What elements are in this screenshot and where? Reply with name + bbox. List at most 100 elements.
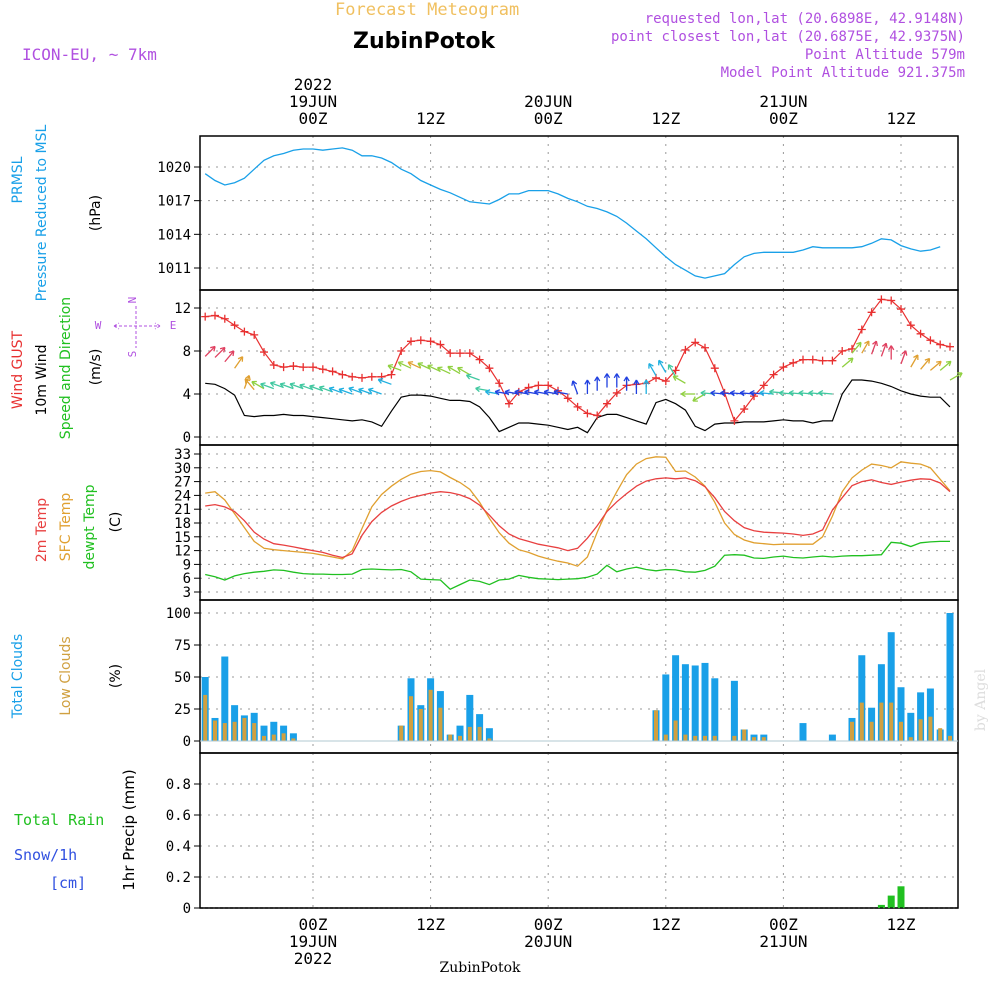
gust-marker — [897, 305, 905, 314]
top-time-label: 12Z — [416, 109, 445, 128]
y-tick-label: 1011 — [157, 261, 191, 277]
gust-marker — [397, 347, 406, 355]
wind-arrow — [280, 383, 294, 390]
wind-arrow — [407, 361, 422, 369]
wind-arrowhead — [936, 360, 942, 367]
label-ms: (m/s) — [88, 349, 104, 386]
wind-arrowhead — [514, 389, 520, 396]
gust-marker — [759, 381, 768, 390]
wind-arrowhead — [957, 372, 963, 378]
wind-arrowhead — [818, 390, 824, 397]
wind-arrowhead — [692, 396, 698, 402]
gust-marker — [936, 340, 945, 349]
gust-marker — [495, 379, 504, 388]
wind-arrowhead — [888, 345, 895, 351]
total-cloud-bar — [926, 688, 934, 741]
y-tick-label: 1014 — [157, 227, 191, 243]
low-cloud-bar — [752, 737, 756, 741]
gust-marker — [573, 402, 582, 411]
wind-arrowhead — [847, 357, 854, 364]
footer-location: ZubinPotok — [439, 960, 521, 976]
dewpt-line — [205, 540, 950, 590]
label-speed-direction: Speed and Direction — [58, 297, 74, 439]
gust-marker — [808, 355, 817, 364]
low-cloud-bar — [458, 735, 462, 741]
gust-marker — [279, 363, 288, 372]
label-2m-temp: 2m Temp — [34, 498, 50, 562]
bottom-time-label: 20JUN — [524, 932, 572, 951]
wind-arrow — [818, 392, 833, 395]
y-tick-label: 24 — [174, 488, 191, 504]
wind-arrow — [368, 388, 382, 395]
low-cloud-bar — [418, 709, 423, 741]
low-cloud-bar — [281, 733, 286, 741]
label-hpa: (hPa) — [88, 195, 104, 231]
gust-marker — [661, 377, 670, 386]
compass-s: S — [126, 351, 139, 358]
wind-arrow — [861, 340, 870, 354]
wind-arrow — [939, 360, 952, 371]
wind-arrow — [466, 374, 480, 381]
wind-arrow — [338, 388, 353, 395]
y-tick-label: 9 — [183, 557, 191, 573]
wind-arrowhead — [778, 390, 785, 397]
wind-arrow — [870, 340, 877, 355]
requested-point: requested lon,lat (20.6898E, 42.9148N) — [645, 11, 965, 27]
gust-marker — [348, 372, 357, 381]
bottom-time-label: 21JUN — [759, 932, 807, 951]
wind-arrowhead — [881, 342, 888, 349]
y-tick-label: 27 — [174, 475, 191, 491]
low-cloud-bar — [928, 716, 933, 741]
wind-arrowhead — [913, 354, 919, 361]
wind-arrowhead — [759, 390, 765, 397]
gust-marker — [779, 363, 788, 372]
wind-arrowhead — [808, 390, 814, 397]
low-cloud-bar — [673, 720, 678, 741]
wind-arrowhead — [667, 364, 674, 370]
low-cloud-bar — [908, 737, 913, 741]
gust-marker — [603, 399, 611, 408]
label-total-clouds: Total Clouds — [10, 634, 26, 719]
rain-bar — [887, 895, 895, 908]
y-tick-label: 0 — [183, 901, 191, 917]
gust-marker — [240, 327, 249, 336]
wind-arrowhead — [633, 379, 640, 385]
y-tick-label: 1017 — [157, 194, 191, 210]
wind-arrow — [243, 375, 250, 389]
total-cloud-bar — [289, 733, 297, 741]
wind-arrowhead — [788, 390, 794, 397]
label-c: (C) — [108, 512, 124, 533]
top-time-label: 21JUN — [759, 92, 807, 111]
gust-marker — [211, 311, 219, 320]
wind-arrowhead — [260, 382, 266, 389]
gust-marker — [701, 343, 709, 352]
panel-2 — [194, 444, 959, 601]
temp2m-line — [205, 477, 951, 559]
gust-marker — [838, 347, 847, 355]
bottom-time-label: 00Z — [299, 915, 328, 934]
wind-arrowhead — [427, 364, 433, 371]
low-cloud-bar — [487, 738, 492, 741]
total-cloud-bar — [917, 692, 925, 741]
y-tick-label: 15 — [174, 530, 191, 546]
wind-arrowhead — [700, 390, 706, 397]
wind-arrow — [329, 387, 343, 394]
wind-arrow — [224, 350, 235, 363]
gust-marker — [887, 296, 896, 305]
gust-marker — [407, 337, 415, 346]
gust-marker — [671, 366, 680, 375]
gust-marker — [593, 411, 602, 420]
low-cloud-bar — [252, 723, 257, 741]
low-cloud-bar — [869, 721, 874, 741]
label-wind-gust: Wind GUST — [10, 330, 26, 409]
y-tick-label: 25 — [174, 702, 191, 718]
closest-point: point closest lon,lat (20.6875E, 42.9375… — [611, 29, 965, 45]
wind-arrowhead — [648, 363, 654, 369]
wind-arrowhead — [856, 341, 862, 348]
wind-arrowhead — [553, 389, 559, 396]
low-cloud-bar — [712, 735, 717, 741]
y-tick-label: 1020 — [157, 160, 191, 176]
label-low-clouds: Low Clouds — [58, 636, 74, 715]
wind-arrowhead — [643, 379, 650, 385]
gust-marker — [299, 363, 308, 372]
